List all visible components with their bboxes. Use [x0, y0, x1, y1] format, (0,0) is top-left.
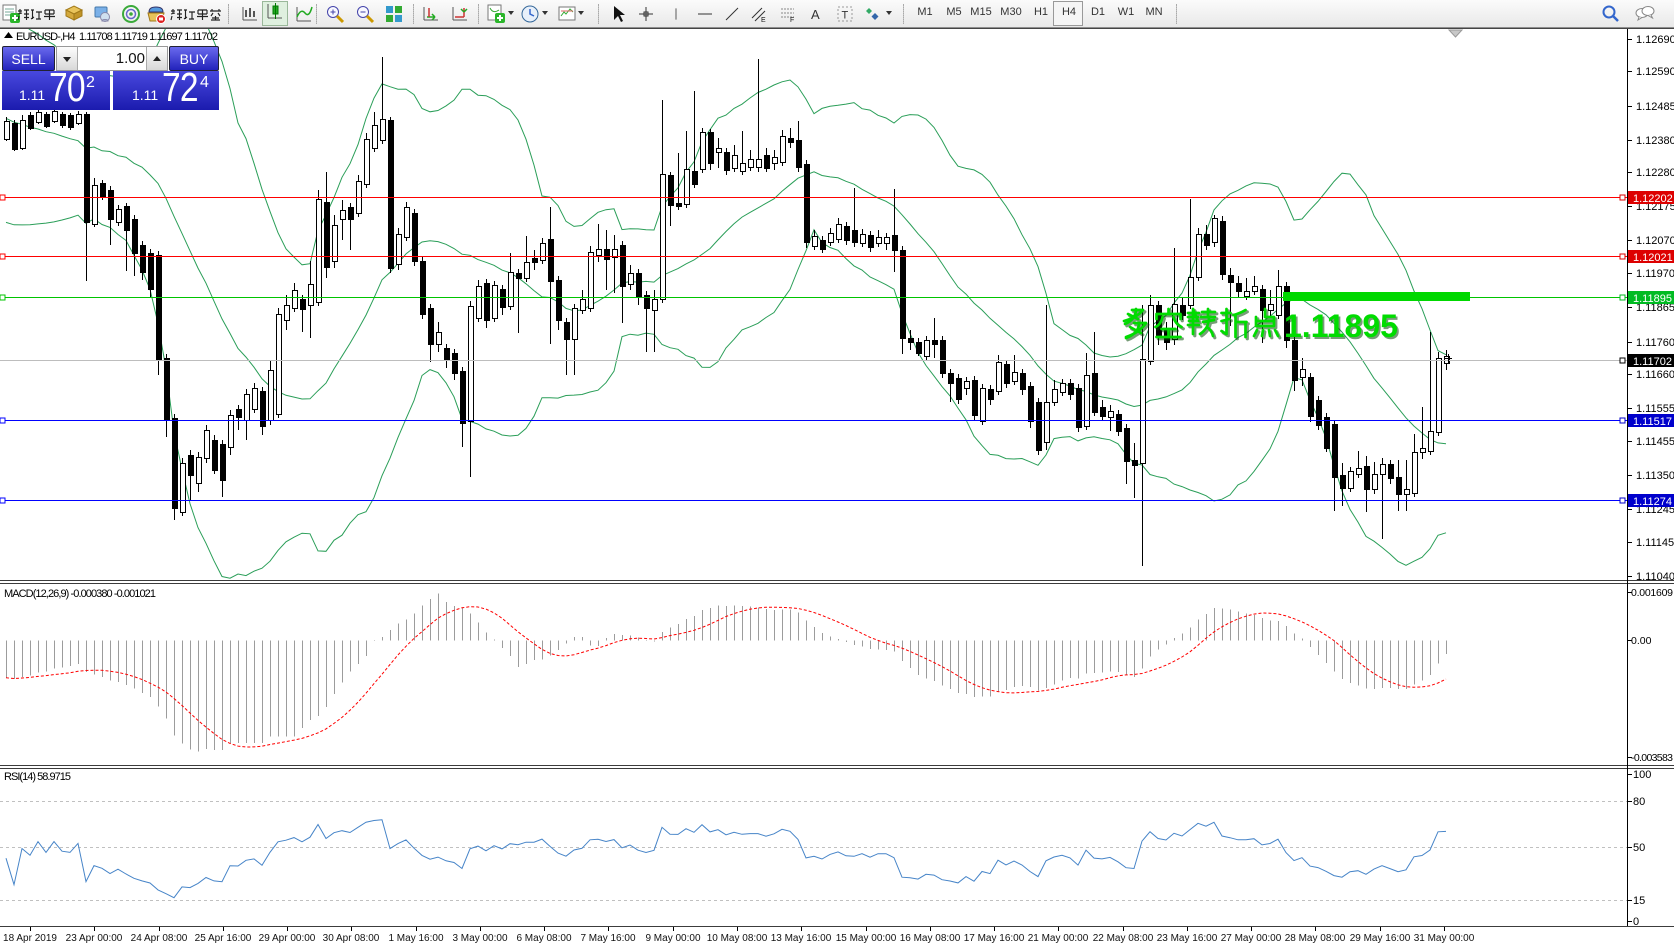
- svg-text:16 May 08:00: 16 May 08:00: [900, 933, 961, 944]
- svg-text:1.11517: 1.11517: [1633, 416, 1672, 428]
- svg-text:15: 15: [1633, 895, 1645, 907]
- svg-text:1.11970: 1.11970: [1636, 268, 1674, 280]
- svg-text:F: F: [790, 17, 794, 24]
- svg-text:1.11040: 1.11040: [1636, 571, 1674, 583]
- svg-text:28 May 08:00: 28 May 08:00: [1285, 933, 1346, 944]
- svg-text:3 May 00:00: 3 May 00:00: [452, 933, 507, 944]
- svg-text:13 May 16:00: 13 May 16:00: [771, 933, 832, 944]
- svg-text:1.11455: 1.11455: [1636, 436, 1674, 448]
- svg-text:1.11895: 1.11895: [1633, 293, 1672, 305]
- svg-text:1.11350: 1.11350: [1636, 470, 1674, 482]
- svg-text:1.12280: 1.12280: [1636, 167, 1674, 179]
- svg-text:1.12021: 1.12021: [1633, 252, 1673, 264]
- svg-text:1.12380: 1.12380: [1636, 135, 1674, 147]
- svg-text:10 May 08:00: 10 May 08:00: [707, 933, 768, 944]
- svg-text:0: 0: [1633, 916, 1639, 928]
- svg-text:80: 80: [1633, 796, 1645, 808]
- svg-text:MACD(12,26,9) -0.000380 -0.001: MACD(12,26,9) -0.000380 -0.001021: [4, 588, 156, 600]
- svg-text:21 May 00:00: 21 May 00:00: [1028, 933, 1089, 944]
- svg-text:1.11895: 1.11895: [1286, 310, 1400, 346]
- svg-text:50: 50: [1633, 842, 1645, 854]
- svg-text:0.00: 0.00: [1631, 635, 1652, 647]
- svg-text:7 May 16:00: 7 May 16:00: [580, 933, 635, 944]
- svg-text:EURUSD-,H4 1.11708 1.11719 1.: EURUSD-,H4 1.11708 1.11719 1.11697 1.117…: [16, 31, 218, 43]
- svg-text:15 May 00:00: 15 May 00:00: [836, 933, 897, 944]
- svg-text:1.11760: 1.11760: [1636, 337, 1674, 349]
- svg-text:17 May 16:00: 17 May 16:00: [964, 933, 1025, 944]
- svg-text:6 May 08:00: 6 May 08:00: [516, 933, 571, 944]
- svg-text:29 May 16:00: 29 May 16:00: [1350, 933, 1411, 944]
- svg-text:22 May 08:00: 22 May 08:00: [1093, 933, 1154, 944]
- svg-text:A: A: [811, 7, 820, 22]
- svg-text:31 May 00:00: 31 May 00:00: [1414, 933, 1475, 944]
- svg-text:1.12485: 1.12485: [1636, 101, 1674, 113]
- svg-text:1.11660: 1.11660: [1636, 369, 1674, 381]
- svg-text:RSI(14) 58.9715: RSI(14) 58.9715: [4, 771, 71, 783]
- svg-text:9 May 00:00: 9 May 00:00: [645, 933, 700, 944]
- svg-text:100: 100: [1633, 769, 1651, 781]
- svg-text:1.11895: 1.11895: [1284, 308, 1398, 344]
- svg-text:T: T: [842, 10, 849, 22]
- svg-text:-0.003583: -0.003583: [1631, 752, 1673, 764]
- svg-text:18 Apr 2019: 18 Apr 2019: [3, 933, 57, 944]
- svg-text:25 Apr 16:00: 25 Apr 16:00: [195, 933, 252, 944]
- svg-text:30 Apr 08:00: 30 Apr 08:00: [323, 933, 380, 944]
- svg-text:29 Apr 00:00: 29 Apr 00:00: [259, 933, 316, 944]
- svg-text:1.12070: 1.12070: [1636, 235, 1674, 247]
- svg-text:1.11865: 1.11865: [1636, 302, 1674, 314]
- svg-text:1.11145: 1.11145: [1636, 537, 1674, 549]
- svg-text:23 Apr 00:00: 23 Apr 00:00: [66, 933, 123, 944]
- svg-text:1.11702: 1.11702: [1633, 356, 1672, 368]
- svg-text:1.12690: 1.12690: [1636, 34, 1674, 46]
- svg-text:0.001609: 0.001609: [1631, 587, 1673, 599]
- svg-text:1.12590: 1.12590: [1636, 66, 1674, 78]
- svg-text:E: E: [761, 17, 766, 24]
- svg-text:24 Apr 08:00: 24 Apr 08:00: [131, 933, 188, 944]
- svg-text:1.11274: 1.11274: [1633, 496, 1672, 508]
- svg-text:23 May 16:00: 23 May 16:00: [1157, 933, 1218, 944]
- svg-text:27 May 00:00: 27 May 00:00: [1221, 933, 1282, 944]
- svg-text:1 May 16:00: 1 May 16:00: [388, 933, 443, 944]
- svg-text:1.12202: 1.12202: [1633, 193, 1673, 205]
- svg-text:1.11555: 1.11555: [1636, 403, 1674, 415]
